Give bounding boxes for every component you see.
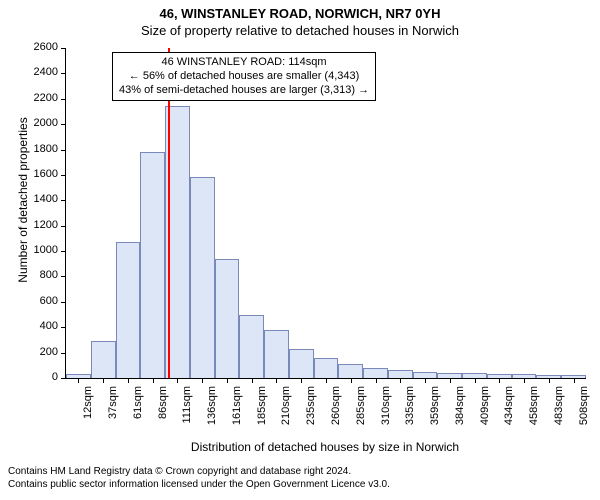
ytick	[61, 327, 66, 328]
xtick-label: 185sqm	[256, 386, 268, 436]
bar	[289, 349, 314, 378]
ytick	[61, 150, 66, 151]
ytick-label: 1200	[18, 219, 58, 231]
bar	[190, 177, 215, 378]
annotation-line1: 46 WINSTANLEY ROAD: 114sqm	[119, 56, 369, 70]
ytick-label: 1600	[18, 168, 58, 180]
xtick	[227, 378, 228, 383]
xtick	[326, 378, 327, 383]
bar	[239, 315, 264, 378]
ytick-label: 2400	[18, 66, 58, 78]
xtick-label: 111sqm	[181, 386, 193, 436]
xtick	[276, 378, 277, 383]
chart-container: 46, WINSTANLEY ROAD, NORWICH, NR7 0YH Si…	[0, 0, 600, 500]
ytick-label: 400	[18, 320, 58, 332]
xtick-label: 458sqm	[528, 386, 540, 436]
xtick	[450, 378, 451, 383]
ytick	[61, 48, 66, 49]
chart-title-1: 46, WINSTANLEY ROAD, NORWICH, NR7 0YH	[0, 6, 600, 21]
bar	[363, 368, 388, 378]
ytick-label: 800	[18, 269, 58, 281]
xtick-label: 260sqm	[330, 386, 342, 436]
footer: Contains HM Land Registry data © Crown c…	[8, 466, 390, 491]
xtick	[103, 378, 104, 383]
bar	[388, 370, 413, 378]
bar	[215, 259, 240, 378]
ytick	[61, 175, 66, 176]
xtick	[524, 378, 525, 383]
ytick	[61, 124, 66, 125]
chart-title-2: Size of property relative to detached ho…	[0, 23, 600, 38]
xtick-label: 409sqm	[479, 386, 491, 436]
ytick-label: 1800	[18, 143, 58, 155]
ytick	[61, 302, 66, 303]
xtick	[400, 378, 401, 383]
bar	[140, 152, 165, 378]
xtick-label: 86sqm	[157, 386, 169, 436]
xtick	[202, 378, 203, 383]
bar	[314, 358, 339, 378]
ytick	[61, 200, 66, 201]
ytick-label: 2000	[18, 117, 58, 129]
xtick	[574, 378, 575, 383]
xtick	[475, 378, 476, 383]
xtick-label: 508sqm	[578, 386, 590, 436]
ytick	[61, 276, 66, 277]
footer-line2: Contains public sector information licen…	[8, 479, 390, 492]
xtick-label: 285sqm	[355, 386, 367, 436]
ytick	[61, 99, 66, 100]
xtick-label: 161sqm	[231, 386, 243, 436]
xtick	[549, 378, 550, 383]
xtick-label: 235sqm	[305, 386, 317, 436]
ytick	[61, 251, 66, 252]
bar	[338, 364, 363, 378]
annotation-line2: ← 56% of detached houses are smaller (4,…	[119, 70, 369, 84]
ytick	[61, 378, 66, 379]
xtick-label: 210sqm	[280, 386, 292, 436]
bar	[91, 341, 116, 378]
xtick-label: 359sqm	[429, 386, 441, 436]
bar	[116, 242, 141, 378]
bar	[264, 330, 289, 378]
xtick	[351, 378, 352, 383]
xaxis-label: Distribution of detached houses by size …	[65, 440, 585, 454]
annotation-box: 46 WINSTANLEY ROAD: 114sqm ← 56% of deta…	[112, 52, 376, 101]
xtick	[177, 378, 178, 383]
xtick-label: 434sqm	[503, 386, 515, 436]
xtick	[128, 378, 129, 383]
xtick	[153, 378, 154, 383]
ytick-label: 0	[18, 371, 58, 383]
xtick-label: 61sqm	[132, 386, 144, 436]
xtick	[78, 378, 79, 383]
xtick-label: 335sqm	[404, 386, 416, 436]
xtick-label: 384sqm	[454, 386, 466, 436]
xtick	[499, 378, 500, 383]
ytick	[61, 353, 66, 354]
xtick-label: 483sqm	[553, 386, 565, 436]
xtick	[252, 378, 253, 383]
xtick-label: 136sqm	[206, 386, 218, 436]
ytick-label: 600	[18, 295, 58, 307]
ytick	[61, 73, 66, 74]
ytick-label: 1400	[18, 193, 58, 205]
footer-line1: Contains HM Land Registry data © Crown c…	[8, 466, 390, 479]
xtick-label: 12sqm	[82, 386, 94, 436]
xtick	[425, 378, 426, 383]
ytick-label: 200	[18, 346, 58, 358]
xtick	[301, 378, 302, 383]
ytick-label: 1000	[18, 244, 58, 256]
xtick	[376, 378, 377, 383]
ytick-label: 2600	[18, 41, 58, 53]
xtick-label: 310sqm	[380, 386, 392, 436]
ytick-label: 2200	[18, 92, 58, 104]
annotation-line3: 43% of semi-detached houses are larger (…	[119, 84, 369, 98]
ytick	[61, 226, 66, 227]
xtick-label: 37sqm	[107, 386, 119, 436]
